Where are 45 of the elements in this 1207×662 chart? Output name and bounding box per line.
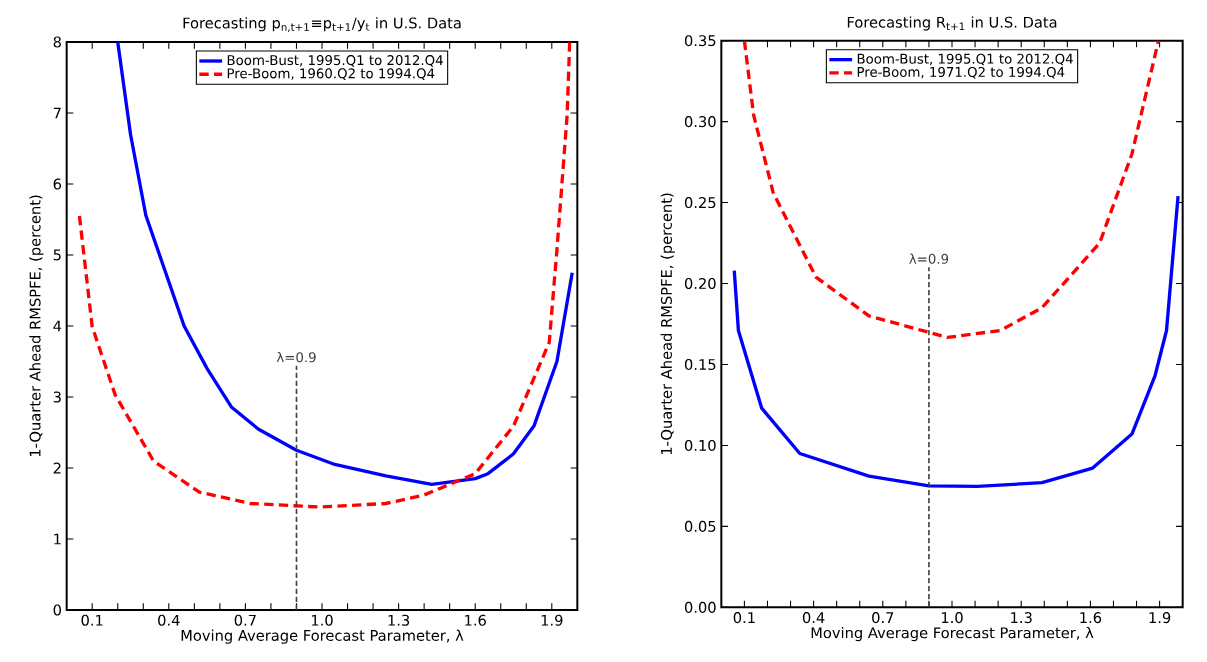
- x-tick-label: 0.7: [872, 612, 894, 624]
- x-tick-label: 1.6: [1080, 612, 1102, 624]
- y-tick-label: 6: [53, 178, 62, 190]
- x-tick-label: 1.9: [541, 614, 563, 626]
- x-tick-label: 1.3: [388, 614, 410, 626]
- x-tick-label: 1.0: [311, 614, 333, 626]
- chart-title: Forecasting R$_{t+1}$ in U.S. Data: [847, 16, 1057, 31]
- x-tick-label: 1.0: [941, 612, 963, 624]
- ref-line-label: λ=0.9: [909, 253, 949, 264]
- y-tick-label: 0.30: [684, 116, 716, 128]
- x-tick-label: 0.1: [733, 612, 755, 624]
- legend-label: Boom-Bust, 1995.Q1 to 2012.Q4: [227, 55, 443, 67]
- legend-label: Pre-Boom, 1971.Q2 to 1994.Q4: [857, 66, 1065, 79]
- y-tick-label: 0: [53, 604, 61, 616]
- y-tick-label: 0.05: [684, 520, 716, 532]
- x-tick-label: 1.9: [1149, 612, 1171, 624]
- y-tick-label: 5: [53, 249, 61, 261]
- x-axis-title: Moving Average Forecast Parameter, λ: [181, 629, 464, 644]
- line-series: [742, 40, 1161, 340]
- x-axis-title: Moving Average Forecast Parameter, λ: [811, 626, 1094, 642]
- x-tick-label: 1.6: [465, 614, 486, 626]
- x-tick-label: 0.4: [158, 614, 180, 626]
- y-tick-label: 2: [53, 462, 61, 474]
- y-tick-label: 3: [53, 391, 61, 403]
- ref-line-label: λ=0.9: [276, 351, 316, 363]
- y-tick-label: 7: [53, 107, 61, 119]
- y-tick-label: 0.35: [684, 35, 716, 47]
- y-tick-label: 0.25: [684, 197, 716, 209]
- y-axis-title: 1-Quarter Ahead RMSPFE, (percent): [29, 195, 44, 457]
- legend-label: Pre-Boom, 1960.Q2 to 1994.Q4: [227, 68, 435, 80]
- x-tick-label: 0.7: [234, 614, 256, 626]
- y-tick-label: 0.00: [684, 601, 716, 613]
- y-tick-label: 0.20: [684, 277, 716, 290]
- x-tick-label: 0.4: [802, 612, 825, 624]
- chart-title: Forecasting p$_{n,t+1}$≡p$_{t+1}$/y$_{t}$ in U.S. Data: [183, 17, 461, 32]
- legend-label: Boom-Bust, 1995.Q1 to 2012.Q4: [857, 53, 1073, 66]
- y-tick-label: 0.10: [684, 439, 716, 451]
- y-axis-title: 1-Quarter Ahead RMSPFE, (percent): [660, 193, 675, 455]
- x-tick-label: 1.3: [1011, 612, 1032, 624]
- y-tick-label: 8: [53, 36, 61, 48]
- y-tick-label: 4: [53, 320, 62, 332]
- x-tick-label: 0.1: [81, 614, 103, 626]
- y-tick-label: 1: [54, 533, 61, 545]
- y-tick-label: 0.15: [684, 358, 716, 371]
- line-series: [732, 194, 1180, 489]
